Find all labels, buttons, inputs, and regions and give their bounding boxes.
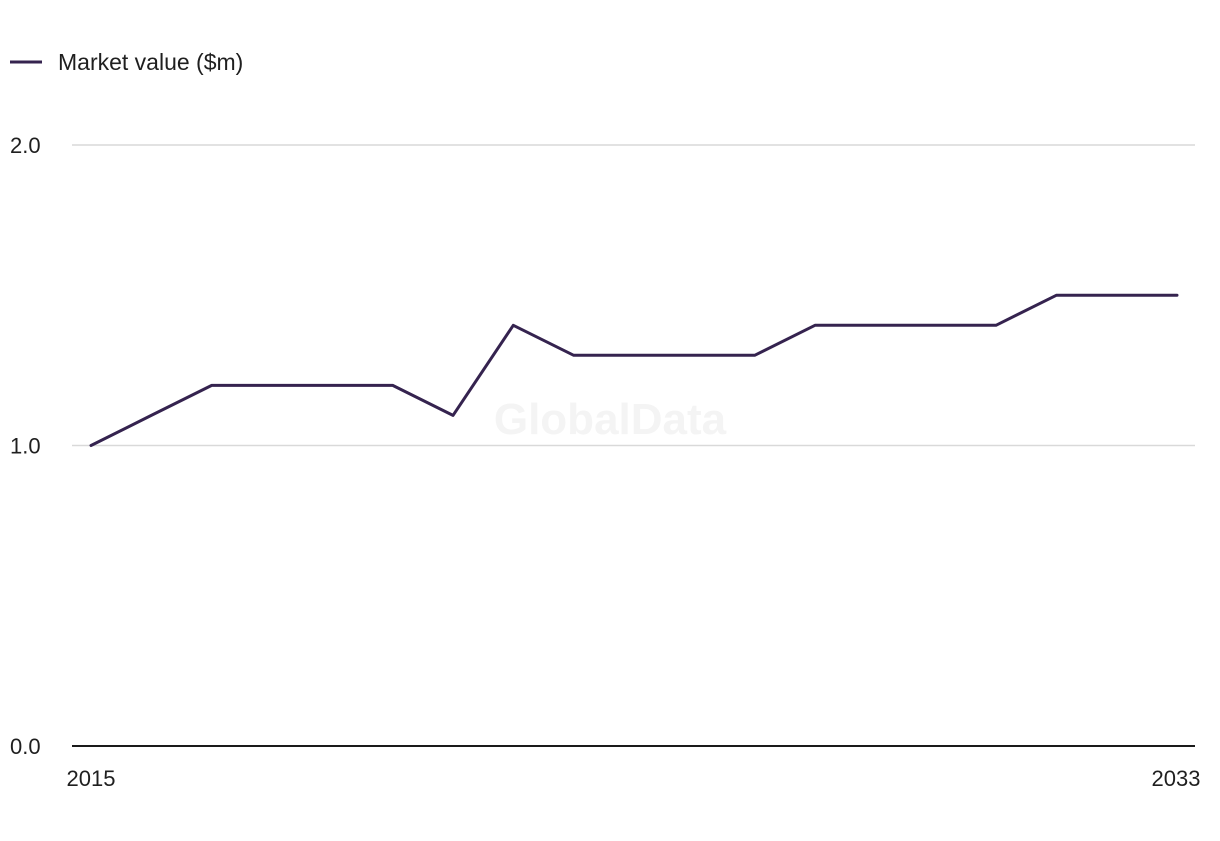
legend: Market value ($m) xyxy=(10,49,243,75)
legend-label: Market value ($m) xyxy=(58,49,243,75)
y-tick-label: 1.0 xyxy=(10,434,41,459)
watermark-text: GlobalData xyxy=(494,395,727,444)
x-tick-label: 2015 xyxy=(67,766,116,791)
y-tick-label: 2.0 xyxy=(10,133,41,158)
axis-layer: 0.0 1.0 2.0 2015 2033 xyxy=(10,133,1200,791)
y-tick-label: 0.0 xyxy=(10,734,41,759)
x-tick-label: 2033 xyxy=(1152,766,1201,791)
